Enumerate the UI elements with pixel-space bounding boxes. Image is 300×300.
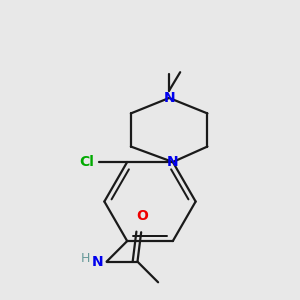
Text: N: N (167, 155, 178, 169)
Text: Cl: Cl (79, 155, 94, 169)
Text: H: H (81, 252, 90, 265)
Text: N: N (92, 255, 103, 269)
Text: N: N (163, 91, 175, 105)
Text: O: O (137, 209, 148, 224)
